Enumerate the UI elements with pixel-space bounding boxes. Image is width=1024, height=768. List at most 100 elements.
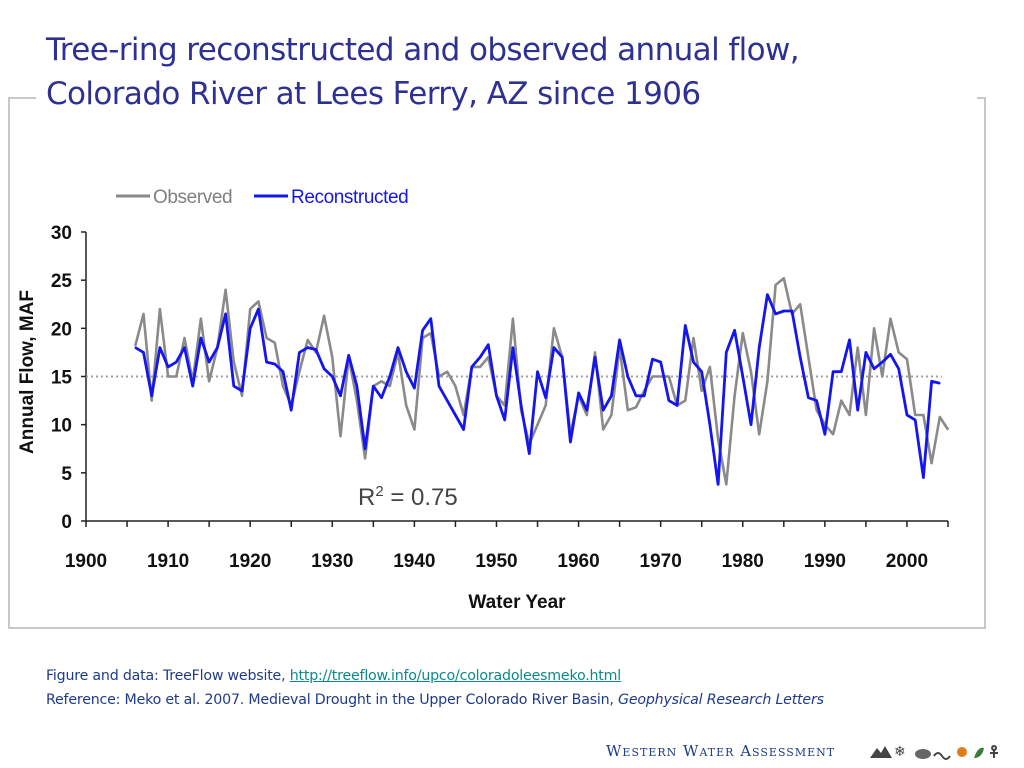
reconstructed-point [553,346,555,349]
reconstructed-point [569,441,572,443]
slide-title: Tree-ring reconstructed and observed ann… [46,28,946,116]
observed-line [134,276,950,486]
reconstructed-point [643,395,645,397]
observed-point [717,438,719,440]
observed-point [167,375,169,378]
reconstructed-point [257,308,260,310]
reconstructed-point [725,351,728,354]
reconstructed-point [618,339,621,341]
treeflow-link[interactable]: http://treeflow.info/upco/coloradoleesme… [289,668,622,684]
observed-point [479,366,481,368]
x-axis-label: Water Year [468,592,566,613]
reconstructed-point [306,346,309,349]
reconstructed-point [897,368,900,370]
reconstructed-point [684,324,687,327]
reconstructed-point [709,423,711,426]
reconstructed-point [150,395,153,397]
snowflake-icon: ❄ [894,744,906,760]
reconstructed-point [380,396,383,399]
reconstructed-point [717,483,719,486]
reconstructed-point [183,346,186,349]
slide-title-line2: Colorado River at Lees Ferry, AZ since 1… [46,76,701,112]
x-tick-label: 1930 [311,551,353,572]
observed-point [134,344,137,347]
observed-point [947,428,949,431]
observed-point [241,395,243,397]
reconstructed-point [733,329,736,332]
reconstructed-point [265,361,268,363]
reconstructed-point [914,419,916,421]
observed-point [725,483,728,486]
reconstructed-point [758,346,760,349]
reconstructed-point [224,313,227,315]
reconstructed-point [528,452,531,455]
chart-legend: Observed Reconstructed [116,187,409,208]
observed-point [405,404,408,407]
reconstructed-point [405,370,408,373]
reconstructed-point [873,368,875,370]
brand-icons: ❄ [870,744,998,760]
reconstructed-point [939,382,941,385]
footer-source-prefix: Figure and data: TreeFlow website, [46,668,290,684]
series-reconstructed [134,293,941,486]
reconstructed-point [389,375,391,378]
reconstructed-point [602,409,604,412]
observed-point [594,351,596,354]
reconstructed-point [454,414,457,416]
observed-point [331,356,334,359]
observed-point [881,375,884,378]
observed-point [709,366,711,368]
reconstructed-point [840,370,843,373]
frame-left [8,97,10,629]
reconstructed-point [397,346,399,349]
observed-point [651,375,654,378]
observed-point [906,358,908,361]
observed-point [233,361,235,363]
frame-top-left [8,97,36,99]
observed-point [930,462,933,465]
reconstructed-point [700,370,703,373]
reconstructed-point [413,387,416,389]
observed-point [914,414,916,416]
observed-point [865,414,867,416]
observed-point [159,308,161,310]
observed-point [544,404,547,407]
reconstructed-point [241,390,243,392]
reconstructed-point [512,346,514,349]
reconstructed-point [807,396,810,399]
observed-point [257,300,260,303]
reconstructed-point [471,366,473,368]
x-tick-label: 1970 [640,551,682,572]
reconstructed-point [520,404,522,407]
brand-logo-text: Western Water Assessment [606,742,836,760]
observed-point [684,399,687,402]
reconstructed-point [577,392,580,394]
observed-point [323,315,325,317]
cloud-icon [915,749,931,759]
observed-point [462,414,465,416]
reconstructed-point [159,346,161,349]
observed-point [380,380,383,383]
reconstructed-point [536,370,539,373]
reconstructed-point [659,361,662,363]
reconstructed-point [347,354,350,357]
observed-point [208,380,210,383]
observed-point [627,409,629,412]
observed-point [586,414,588,416]
reconstructed-point [356,385,358,387]
observed-point [413,428,416,431]
tick-labels: 0 5 10 15 20 25 30 1900 1910 1920 1930 1940 1950 1960… [51,223,928,572]
observed-point [700,390,703,392]
reconstructed-point [594,356,596,359]
observed-point [142,313,145,315]
reconstructed-point [487,343,490,346]
reconstructed-point [167,366,169,368]
observed-point [889,317,892,320]
observed-point [224,289,227,291]
reconstructed-point [824,433,826,436]
observed-point [799,303,801,306]
x-tick-label: 1900 [65,551,107,572]
reconstructed-point [799,356,801,359]
r-squared-superscript: 2 [375,483,383,500]
reconstructed-point [315,348,317,351]
